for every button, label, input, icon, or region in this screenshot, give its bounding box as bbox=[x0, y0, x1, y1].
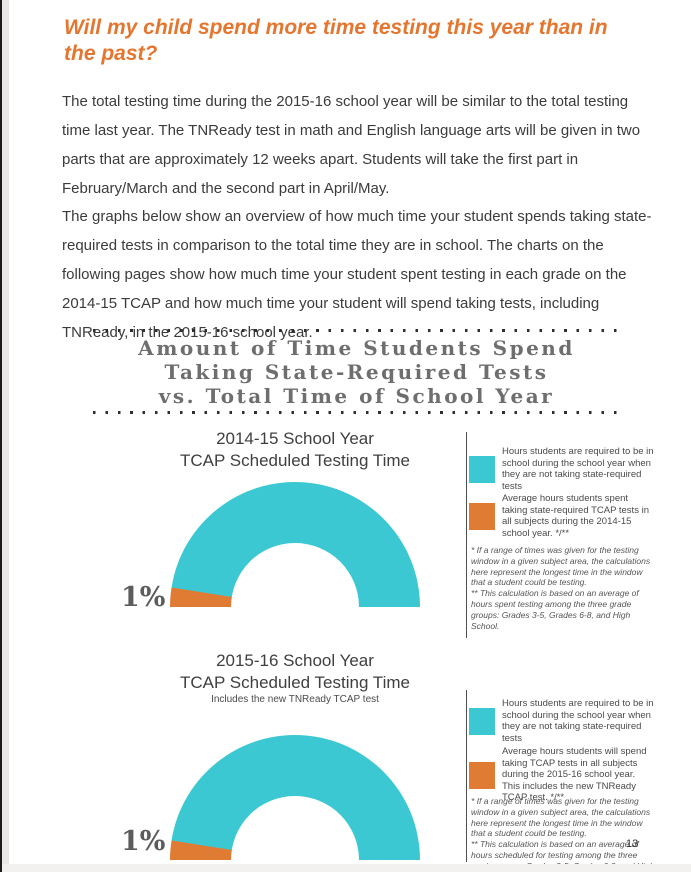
banner-title-line: Taking State-Required Tests bbox=[164, 360, 549, 384]
footnote-star: * If a range of times was given for the … bbox=[471, 545, 651, 588]
footnote-double-star: ** This calculation is based on an avera… bbox=[471, 588, 639, 631]
legend-label: Average hours students spent taking stat… bbox=[502, 493, 649, 539]
page-bottom-edge bbox=[2, 864, 691, 872]
legend-label: Average hours students will spend taking… bbox=[502, 746, 647, 804]
chart2-half-donut bbox=[170, 735, 420, 865]
chart1-legend-item-school-hours: Hours students are required to be in sch… bbox=[469, 440, 655, 498]
page-left-border bbox=[0, 0, 2, 872]
chart1-percent-label: 1% bbox=[121, 582, 166, 613]
page-left-margin bbox=[2, 0, 9, 872]
chart2-footnote: * If a range of times was given for the … bbox=[471, 796, 655, 872]
chart2-title: 2015-16 School Year TCAP Scheduled Testi… bbox=[110, 650, 480, 694]
chart2-legend-item-school-hours: Hours students are required to be in sch… bbox=[469, 692, 655, 750]
chart2-legend-item-testing-hours: Average hours students will spend taking… bbox=[469, 740, 655, 810]
legend-label: Hours students are required to be in sch… bbox=[502, 698, 654, 744]
chart1-title-line2: TCAP Scheduled Testing Time bbox=[180, 451, 410, 470]
chart2-subtitle: Includes the new TNReady TCAP test bbox=[211, 694, 379, 705]
dotted-divider-top bbox=[93, 329, 620, 332]
chart2-title-line2: TCAP Scheduled Testing Time bbox=[180, 673, 410, 692]
banner-title-line: Amount of Time Students Spend bbox=[138, 336, 575, 360]
chart1-title-line1: 2014-15 School Year bbox=[216, 429, 374, 448]
chart2-legend-divider bbox=[466, 690, 467, 862]
page-title: Will my child spend more time testing th… bbox=[64, 16, 608, 65]
teal-swatch-icon bbox=[469, 707, 495, 735]
overview-paragraph: The graphs below show an overview of how… bbox=[62, 208, 652, 341]
legend-label: Hours students are required to be in sch… bbox=[502, 446, 654, 492]
chart1-half-donut bbox=[170, 482, 420, 608]
chart2-title-line1: 2015-16 School Year bbox=[216, 651, 374, 670]
page-number: 13 bbox=[626, 838, 639, 850]
section-banner: Amount of Time Students Spend Taking Sta… bbox=[93, 336, 620, 408]
dotted-divider-bottom bbox=[93, 411, 620, 414]
chart1-footnote: * If a range of times was given for the … bbox=[471, 545, 655, 631]
chart2-percent-label: 1% bbox=[121, 826, 166, 857]
orange-swatch-icon bbox=[469, 761, 495, 789]
chart1-legend-divider bbox=[466, 432, 467, 638]
chart1-legend-item-testing-hours: Average hours students spent taking stat… bbox=[469, 486, 655, 546]
banner-title-line: vs. Total Time of School Year bbox=[158, 384, 555, 408]
chart1-title: 2014-15 School Year TCAP Scheduled Testi… bbox=[110, 428, 480, 472]
intro-paragraph: The total testing time during the 2015-1… bbox=[62, 93, 641, 197]
teal-swatch-icon bbox=[469, 455, 495, 483]
footnote-star: * If a range of times was given for the … bbox=[471, 796, 651, 839]
orange-swatch-icon bbox=[469, 502, 495, 530]
